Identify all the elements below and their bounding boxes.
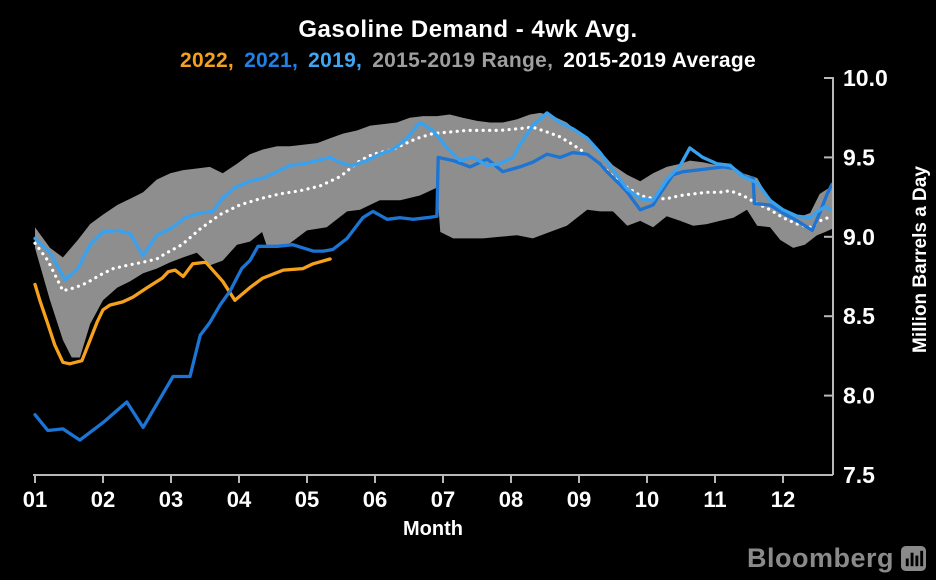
x-tick-label: 09 — [567, 487, 591, 512]
x-tick-label: 03 — [159, 487, 183, 512]
chart-legend: 2022, 2021, 2019, 2015-2019 Range, 2015-2019… — [0, 49, 936, 73]
legend-item-3: 2015-2019 Range, — [372, 49, 554, 72]
x-tick-label: 12 — [771, 487, 795, 512]
x-tick-label: 08 — [499, 487, 523, 512]
y-tick-label: 8.5 — [843, 303, 875, 329]
legend-item-4: 2015-2019 Average — [563, 49, 756, 72]
series-2019-line — [33, 111, 834, 282]
y-axis-title: Million Barrels a Day — [910, 166, 931, 354]
chart-title: Gasoline Demand - 4wk Avg. — [298, 16, 638, 43]
range-band — [35, 112, 832, 358]
bloomberg-logo-text: Bloomberg — [746, 543, 894, 573]
x-tick-label: 01 — [23, 487, 47, 512]
y-tick-label: 9.0 — [843, 224, 875, 250]
legend-item-0: 2022, — [180, 49, 235, 72]
x-tick-label: 02 — [91, 487, 115, 512]
y-tick-label: 10.0 — [843, 65, 888, 91]
series-2021-line — [33, 150, 834, 442]
x-tick-label: 06 — [363, 487, 387, 512]
bloomberg-bar-chart-icon — [901, 546, 926, 571]
legend-item-2: 2019, — [308, 49, 363, 72]
x-tick-label: 11 — [703, 487, 726, 512]
y-tick-label: 8.0 — [843, 383, 875, 409]
x-axis-title: Month — [403, 518, 463, 540]
x-tick-label: 05 — [295, 487, 319, 512]
series-2022-line — [33, 257, 332, 366]
x-tick-label: 04 — [227, 487, 252, 512]
y-tick-label: 7.5 — [843, 462, 875, 488]
legend-item-1: 2021, — [244, 49, 299, 72]
x-tick-label: 10 — [635, 487, 659, 512]
y-tick-label: 9.5 — [843, 144, 875, 170]
average-line — [33, 125, 834, 293]
bloomberg-logo: Bloomberg — [747, 543, 926, 574]
x-tick-label: 07 — [431, 487, 455, 512]
